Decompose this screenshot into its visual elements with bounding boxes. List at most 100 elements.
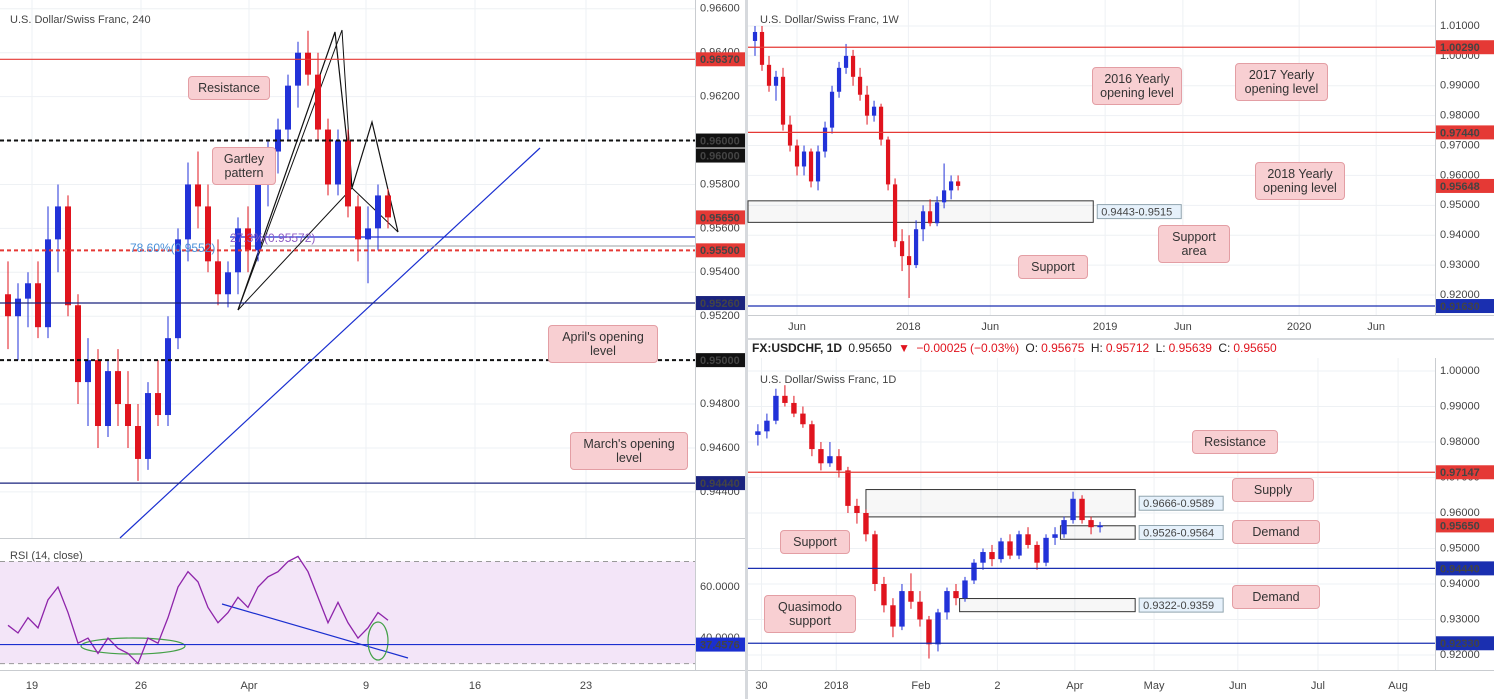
level-label-box: [696, 133, 745, 148]
candle-body: [15, 298, 21, 317]
candle-body: [385, 195, 391, 218]
candle-body: [899, 591, 905, 627]
candle-body: [755, 431, 761, 435]
candle-body: [818, 449, 824, 464]
callout: 2016 Yearly opening level: [1092, 67, 1182, 105]
y-tick-label: 0.94800: [700, 398, 740, 410]
callout: Gartley pattern: [212, 147, 276, 185]
candle-body: [155, 393, 161, 416]
candle-body: [55, 206, 61, 240]
candle-body: [857, 76, 863, 95]
candle-body: [863, 512, 869, 535]
candle-body: [800, 413, 806, 425]
candle-body: [185, 184, 191, 240]
ohlc-label: C:: [1218, 341, 1231, 355]
candle-body: [285, 85, 291, 130]
candle-body: [255, 184, 261, 251]
x-tick-label: Feb: [911, 680, 930, 692]
callout: 2017 Yearly opening level: [1235, 63, 1328, 101]
candle-body: [809, 424, 815, 450]
level-label-box: [1436, 178, 1494, 193]
zone: [1059, 525, 1136, 540]
candle-body: [1043, 537, 1049, 563]
x-tick-label: 2020: [1287, 321, 1311, 333]
zone: [865, 489, 1136, 518]
candle-body: [85, 360, 91, 383]
candle-body: [808, 151, 814, 182]
y-tick-label: 0.95800: [700, 178, 740, 190]
candle-body: [899, 241, 905, 257]
candle-body: [845, 470, 851, 506]
level-label-box: [696, 353, 745, 368]
y-tick-label: 0.98000: [1440, 110, 1480, 122]
level-label: 0.95650: [700, 212, 740, 224]
candle-body: [843, 55, 849, 68]
ohlc-value: 0.95675: [1041, 341, 1085, 355]
callout: Resistance: [188, 76, 270, 100]
candle-body: [1034, 544, 1040, 563]
x-tick-label: 19: [26, 680, 38, 692]
symbol: FX:USDCHF, 1D: [752, 341, 843, 355]
candle-body: [345, 140, 351, 207]
candle-body: [295, 52, 301, 86]
zone-label: 0.9443-0.9515: [1101, 207, 1172, 219]
y-tick-label: 0.99000: [1440, 80, 1480, 92]
x-tick-label: 2: [994, 680, 1000, 692]
candle-body: [95, 360, 101, 427]
candle-body: [934, 202, 940, 224]
candle-body: [45, 239, 51, 328]
rsi-trend-line: [221, 603, 409, 659]
level-label-box: [696, 52, 745, 67]
zone-label-box: [1096, 204, 1182, 220]
candle-body: [215, 261, 221, 295]
level-label-box: [1436, 40, 1494, 55]
zone-label-box: [1138, 525, 1224, 541]
trend-line: [119, 147, 541, 539]
candle-body: [864, 94, 870, 116]
gartley-pattern: [237, 29, 353, 311]
ohlc-label: H:: [1090, 341, 1103, 355]
candle-body: [1097, 525, 1103, 528]
candle-body: [5, 294, 11, 317]
x-tick-label: Jun: [1367, 321, 1385, 333]
x-tick-label: Jun: [981, 321, 999, 333]
x-tick-label: Apr: [1066, 680, 1083, 692]
highlight: [367, 621, 389, 661]
y-tick-label: 0.95000: [1440, 199, 1480, 211]
candle-body: [1025, 534, 1031, 545]
level-label: 0.95648: [1440, 181, 1480, 193]
candle-body: [315, 74, 321, 130]
y-tick-label: 0.96000: [1440, 169, 1480, 181]
candle-body: [871, 106, 877, 116]
y-tick-label: 0.92000: [1440, 649, 1480, 661]
candle-body: [935, 612, 941, 645]
callout: Support: [1018, 255, 1088, 279]
rsi-line: [7, 555, 389, 665]
level-label-box: [1436, 299, 1494, 314]
candle-body: [850, 55, 856, 77]
zone-label: 0.9322-0.9359: [1143, 600, 1214, 612]
candle-body: [375, 195, 381, 229]
candle-body: [245, 228, 251, 251]
candle-body: [906, 256, 912, 266]
candle-body: [948, 181, 954, 191]
candle-body: [1016, 534, 1022, 556]
y-tick-label: 1.01000: [1440, 20, 1480, 32]
candle-body: [801, 151, 807, 167]
level-label: 1.00290: [1440, 42, 1480, 54]
candle-body: [885, 139, 891, 185]
x-tick-label: Apr: [240, 680, 257, 692]
candle-body: [782, 395, 788, 403]
candle-body: [791, 402, 797, 414]
candle-body: [827, 456, 833, 464]
x-tick-label: 9: [363, 680, 369, 692]
candle-body: [1061, 520, 1067, 535]
candle-body: [989, 552, 995, 560]
level-label: 0.97440: [1440, 127, 1480, 139]
level-label-box: [1436, 125, 1494, 140]
x-tick-label: 2018: [824, 680, 848, 692]
candle-body: [759, 31, 765, 65]
candle-body: [105, 371, 111, 427]
y-tick-label: 0.96200: [700, 91, 740, 103]
candle-body: [1070, 498, 1076, 521]
